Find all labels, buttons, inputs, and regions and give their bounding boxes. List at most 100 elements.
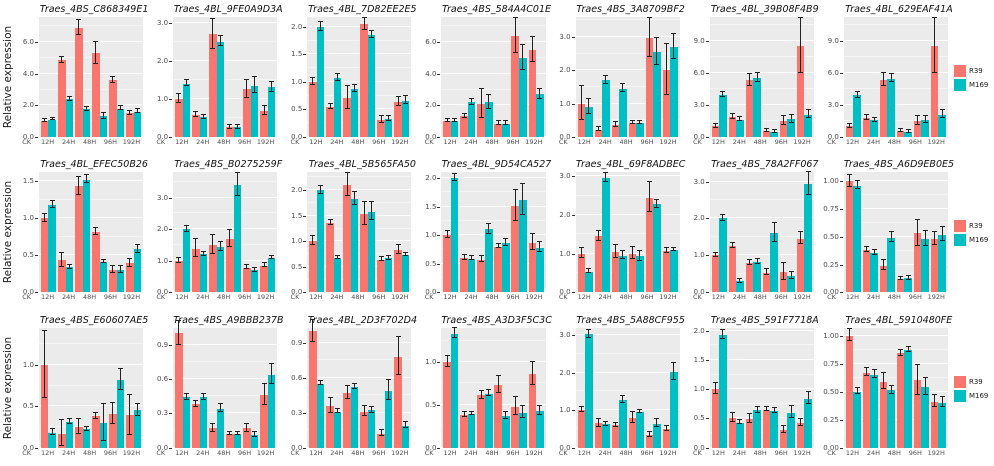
gridline-minor <box>709 55 814 57</box>
error-bar <box>864 113 870 120</box>
bar-r39 <box>611 120 620 137</box>
bar-m169 <box>450 118 459 137</box>
y-axis-title-text: Relative expression <box>2 26 14 129</box>
bar-m169 <box>904 128 912 137</box>
bar-group <box>209 17 225 137</box>
bar-m169 <box>938 396 947 448</box>
x-axis: CK 12H 24H 48H 96H 192H <box>283 137 417 150</box>
gridline-major <box>843 446 948 448</box>
gridline-minor <box>173 180 278 182</box>
x-tick-label: CK <box>156 448 166 457</box>
y-axis-tick: 1.0 <box>559 406 575 415</box>
bar-m169 <box>719 91 727 137</box>
bar-group <box>443 327 459 448</box>
error-bar <box>210 422 216 432</box>
y-axis-tick: 3.0 <box>157 18 173 27</box>
chart-title: Traes_4BL_629EAF41A <box>845 4 953 15</box>
error-bar <box>335 73 341 81</box>
bar-r39 <box>443 354 451 448</box>
x-tick-label: 48H <box>753 448 767 457</box>
error-bar <box>395 336 401 376</box>
y-axis-tick: 0.5 <box>425 259 441 268</box>
bar-group <box>762 172 778 293</box>
bar-r39 <box>309 318 317 448</box>
bar-m169 <box>619 394 627 448</box>
x-tick-label: 24H <box>330 448 344 457</box>
error-bar <box>83 105 89 111</box>
gridline-major <box>843 334 948 336</box>
gridline-minor <box>709 402 814 404</box>
error-bar <box>612 421 618 427</box>
x-tick-label: CK <box>156 293 166 302</box>
chart-title: Traes_4BS_584A4C01E <box>441 4 552 15</box>
gridline-major <box>39 363 144 365</box>
error-bar <box>486 389 492 397</box>
bar-group <box>477 17 493 137</box>
gridline-major <box>173 228 278 230</box>
error-bar <box>66 263 72 269</box>
bar-group <box>40 172 57 293</box>
bar-m169 <box>82 174 91 293</box>
error-bar <box>529 233 535 251</box>
bar-m169 <box>367 30 376 137</box>
legend: R39 M169 <box>953 157 994 309</box>
bar-groups <box>307 171 411 293</box>
chart-title: Traes_4BS_A6D9EB0E5 <box>843 159 955 171</box>
bar-r39 <box>728 241 737 293</box>
x-tick-label: 96H <box>372 448 386 457</box>
figure-row: Relative expression Traes_4BS_E60607AE5 0.… <box>0 311 994 466</box>
bar-group <box>209 172 225 293</box>
bar-m169 <box>82 425 91 448</box>
bar-r39 <box>862 113 871 137</box>
gridline-major <box>709 291 814 293</box>
x-axis: CK 12H 24H 48H 96H 192H <box>686 448 820 461</box>
bar-m169 <box>401 95 410 137</box>
x-tick-label: 24H <box>330 293 344 302</box>
error-bar <box>620 83 626 92</box>
bar-group <box>628 328 644 448</box>
bar-r39 <box>577 246 586 293</box>
error-bar <box>269 80 275 93</box>
x-axis: CK 12H 24H 48H 96H 192H <box>283 292 417 305</box>
error-bar <box>595 229 601 241</box>
bar-group <box>594 172 610 293</box>
y-axis-tick: 1.0 <box>425 231 441 240</box>
chart-panel: Traes_4BL_5910480FE 0.00 0.25 0.50 0.75 1.00 C… <box>820 313 954 465</box>
gridline-major <box>575 409 680 411</box>
x-tick-label: 24H <box>196 138 210 146</box>
legend-label: M169 <box>968 81 989 90</box>
bar-r39 <box>460 411 468 448</box>
bar-m169 <box>753 405 761 448</box>
bar-m169 <box>450 327 459 448</box>
gridline-major <box>709 388 814 390</box>
gridline-minor <box>441 25 546 27</box>
x-tick-label: 12H <box>41 293 55 302</box>
error-bar <box>444 230 450 239</box>
error-bar <box>344 171 350 197</box>
bar-group <box>628 17 644 137</box>
bar-m169 <box>216 403 225 448</box>
legend-swatch <box>953 389 966 402</box>
plot-body: 0.0 1.0 2.0 3.0 <box>686 171 820 296</box>
bar-group <box>662 172 678 293</box>
gridline-major <box>173 291 278 293</box>
bar-m169 <box>233 430 242 448</box>
bar-r39 <box>75 18 83 137</box>
x-axis: CK 12H 24H 48H 96H 192H <box>417 137 551 150</box>
bar-m169 <box>770 407 778 448</box>
bar-group <box>796 328 812 448</box>
gridline-major <box>173 59 278 61</box>
x-tick-label: 96H <box>238 448 252 457</box>
x-tick-label: CK <box>827 138 836 146</box>
bar-m169 <box>316 21 325 137</box>
gridline-minor <box>441 57 546 59</box>
error-bar <box>646 180 652 213</box>
y-axis-tick: 0.0 <box>693 133 709 141</box>
gridline-minor <box>307 94 412 96</box>
error-bar <box>671 361 677 381</box>
gridline-major <box>709 103 814 105</box>
chart-panel: Traes_4BS_584A4C01E 0.0 2.0 4.0 6.0 CK 12H 24H 4… <box>417 2 551 154</box>
gridline-major <box>307 341 412 343</box>
x-tick-label: 96H <box>238 138 252 146</box>
bar-group <box>779 17 795 137</box>
